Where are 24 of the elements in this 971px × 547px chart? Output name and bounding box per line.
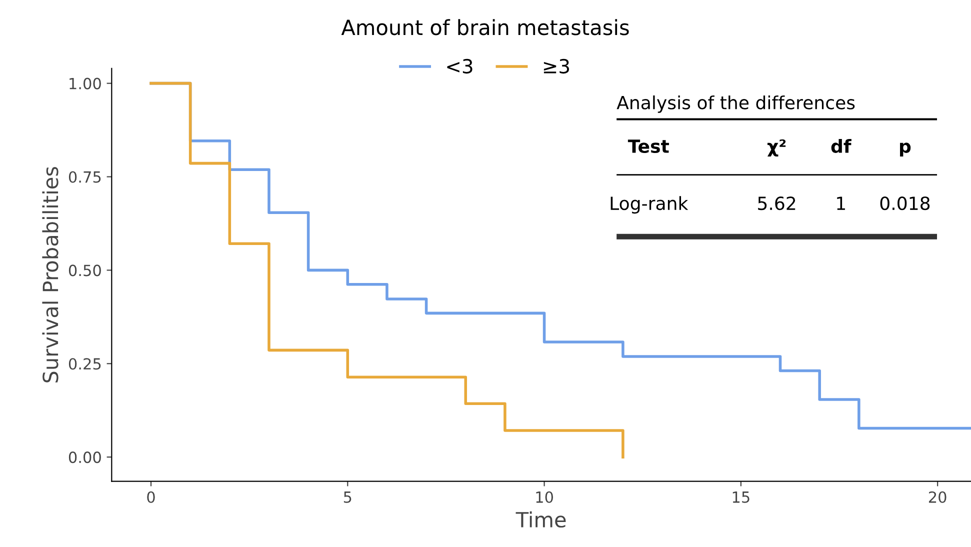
- y-tick-label: 0.00: [68, 452, 101, 464]
- y-axis-title: Survival Probabilities: [42, 166, 58, 382]
- y-tick-label: 0.25: [68, 358, 101, 370]
- y-tick-label: 0.50: [68, 264, 101, 276]
- annotation: Test: [628, 140, 669, 154]
- x-tick-label: 5: [344, 492, 352, 503]
- annotation: p: [900, 142, 911, 157]
- chart-title: Amount of brain metastasis: [341, 19, 629, 36]
- annotation: Log-rank: [610, 196, 688, 214]
- legend-label: <3: [447, 58, 472, 74]
- annotation: χ²: [767, 139, 786, 157]
- x-tick-label: 15: [732, 492, 750, 503]
- annotation: 5.62: [758, 196, 796, 210]
- annotation: 0.018: [880, 196, 930, 210]
- x-tick-label: 10: [536, 491, 553, 503]
- annotation: Analysis of the differences: [616, 95, 855, 113]
- x-tick-label: 20: [928, 491, 946, 503]
- y-tick-label: 1.00: [70, 78, 101, 90]
- x-tick-label: 0: [147, 491, 155, 503]
- legend-label: ≥3: [544, 58, 569, 74]
- annotation: 1: [837, 196, 845, 210]
- annotation: df: [831, 139, 852, 154]
- x-axis-title: Time: [516, 511, 566, 528]
- y-tick-label: 0.75: [68, 171, 101, 183]
